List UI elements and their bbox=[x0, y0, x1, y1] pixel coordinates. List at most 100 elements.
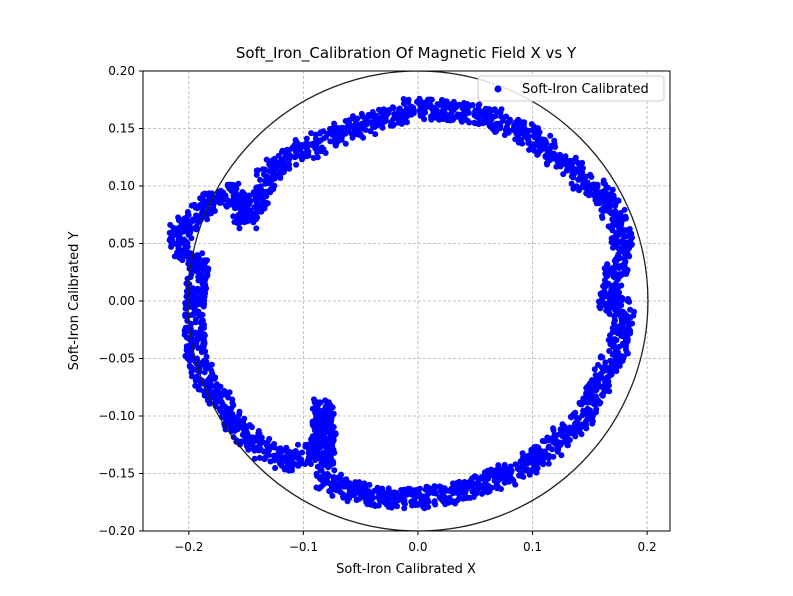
x-tick-label: −0.1 bbox=[289, 540, 318, 554]
data-point bbox=[579, 159, 586, 166]
data-point bbox=[494, 485, 501, 492]
data-point bbox=[313, 470, 320, 477]
data-point bbox=[217, 408, 224, 415]
data-point bbox=[531, 147, 538, 154]
data-point bbox=[244, 212, 250, 219]
data-point bbox=[462, 487, 469, 494]
data-point bbox=[546, 452, 553, 459]
data-point bbox=[441, 493, 447, 500]
data-point bbox=[388, 120, 395, 127]
data-point bbox=[189, 312, 196, 318]
data-point bbox=[613, 324, 620, 331]
data-point bbox=[529, 453, 536, 460]
data-point bbox=[257, 440, 264, 447]
data-point bbox=[526, 471, 533, 478]
data-point bbox=[487, 124, 494, 131]
data-point bbox=[625, 323, 632, 330]
data-point bbox=[270, 183, 277, 190]
data-point bbox=[515, 135, 521, 142]
data-point bbox=[318, 483, 324, 490]
data-point bbox=[593, 395, 600, 402]
data-point bbox=[189, 285, 196, 292]
data-point bbox=[461, 479, 468, 485]
y-axis-label: Soft-Iron Calibrated Y bbox=[67, 232, 82, 371]
data-point bbox=[613, 368, 620, 375]
data-point bbox=[502, 479, 509, 486]
data-point bbox=[240, 430, 247, 437]
data-point bbox=[204, 272, 211, 279]
data-point bbox=[352, 479, 359, 486]
data-point bbox=[300, 153, 307, 160]
data-point bbox=[361, 480, 368, 487]
data-point bbox=[428, 96, 435, 103]
data-point bbox=[257, 176, 264, 183]
data-point bbox=[496, 120, 503, 127]
data-point bbox=[616, 289, 623, 296]
data-point bbox=[614, 302, 621, 309]
data-point bbox=[606, 295, 613, 302]
data-point bbox=[273, 455, 280, 462]
data-point bbox=[374, 122, 381, 129]
data-point bbox=[392, 114, 399, 121]
data-point bbox=[331, 467, 338, 474]
data-point bbox=[181, 221, 188, 228]
data-point bbox=[389, 104, 396, 111]
data-point bbox=[320, 128, 327, 135]
data-point bbox=[602, 359, 609, 366]
data-point bbox=[621, 206, 628, 213]
data-point bbox=[283, 465, 290, 472]
legend: Soft-Iron Calibrated bbox=[477, 75, 665, 102]
data-point bbox=[600, 365, 606, 372]
data-point bbox=[200, 281, 206, 288]
data-point bbox=[504, 120, 511, 127]
data-point bbox=[394, 503, 400, 510]
data-point bbox=[428, 116, 435, 123]
data-point bbox=[302, 461, 309, 467]
data-point bbox=[572, 433, 579, 440]
data-point bbox=[611, 218, 618, 225]
data-point bbox=[442, 501, 449, 508]
data-point bbox=[328, 485, 335, 492]
data-point bbox=[421, 116, 428, 123]
data-point bbox=[401, 497, 408, 504]
data-point bbox=[425, 504, 432, 510]
data-point bbox=[304, 145, 310, 152]
data-point bbox=[619, 264, 626, 271]
data-point bbox=[188, 235, 195, 242]
data-point bbox=[626, 226, 633, 232]
data-point bbox=[399, 490, 406, 497]
data-point bbox=[380, 106, 387, 113]
chart-title: Soft_Iron_Calibration Of Magnetic Field … bbox=[236, 44, 577, 63]
data-point bbox=[267, 162, 274, 169]
data-point bbox=[525, 460, 531, 467]
data-point bbox=[285, 153, 292, 160]
data-point bbox=[436, 483, 443, 490]
data-point bbox=[251, 455, 258, 462]
data-point bbox=[431, 485, 438, 492]
data-point bbox=[363, 499, 370, 506]
data-point bbox=[194, 375, 201, 382]
data-point bbox=[568, 428, 575, 435]
data-point bbox=[446, 104, 453, 111]
data-point bbox=[580, 399, 586, 406]
data-point bbox=[616, 272, 623, 279]
data-point bbox=[236, 219, 243, 226]
data-point bbox=[513, 122, 520, 129]
data-point bbox=[370, 501, 377, 508]
data-point bbox=[263, 180, 270, 187]
data-point bbox=[458, 117, 465, 124]
data-point bbox=[598, 207, 605, 213]
data-point bbox=[496, 467, 503, 474]
data-point bbox=[253, 167, 260, 174]
data-point bbox=[574, 420, 581, 427]
data-point bbox=[256, 454, 263, 461]
data-point bbox=[546, 436, 553, 443]
data-point bbox=[469, 481, 475, 488]
data-point bbox=[501, 465, 508, 471]
data-point bbox=[366, 481, 373, 488]
data-point bbox=[327, 138, 334, 145]
data-point bbox=[282, 165, 288, 172]
data-point bbox=[595, 361, 601, 368]
data-point bbox=[185, 211, 192, 218]
data-point bbox=[233, 185, 240, 192]
